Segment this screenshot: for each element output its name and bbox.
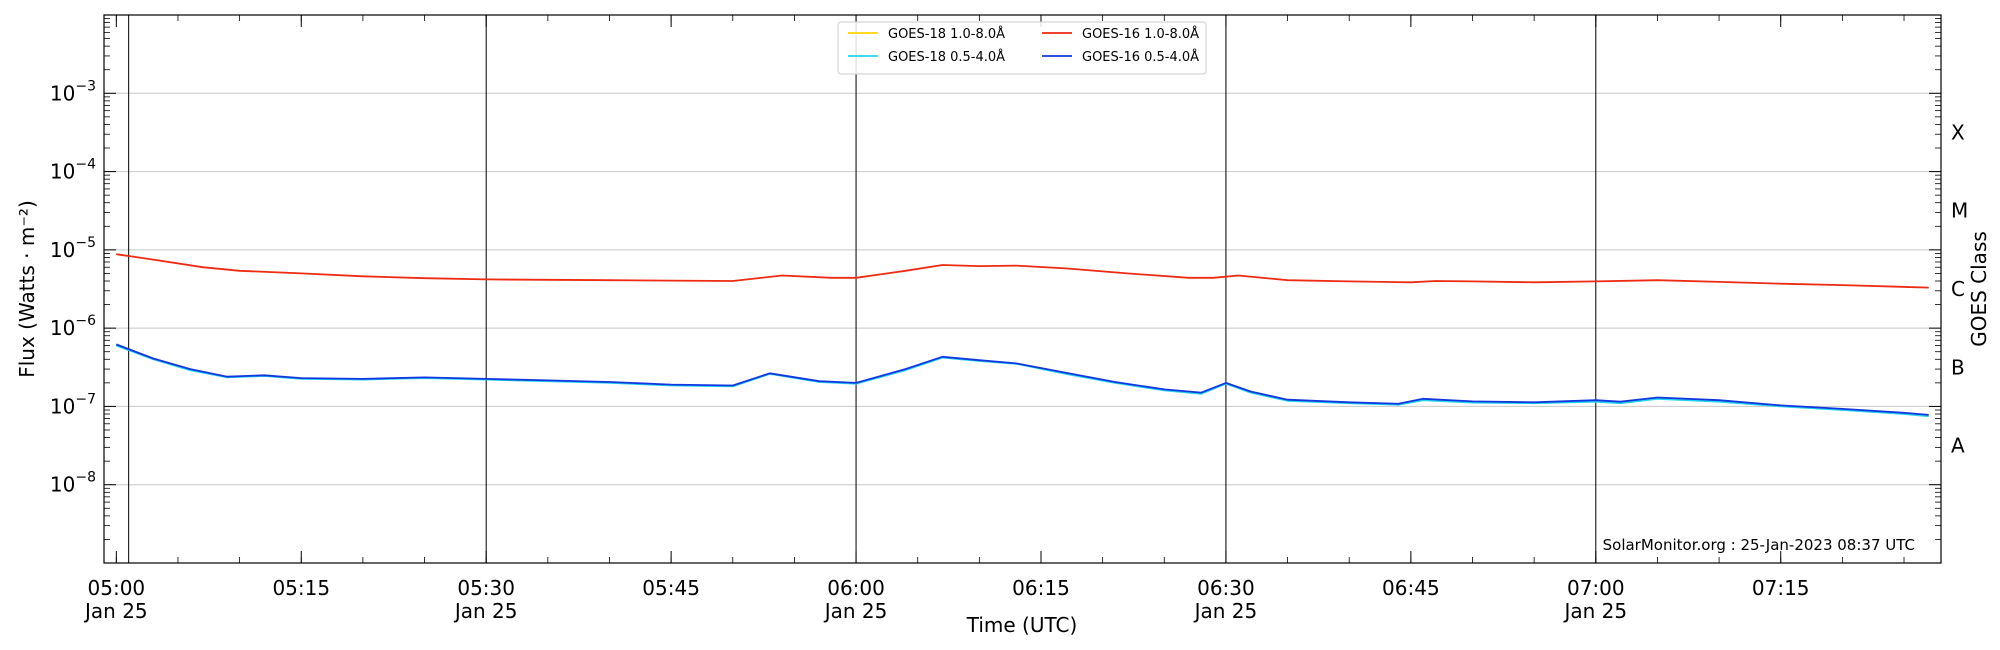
y-tick-label: 10−4 xyxy=(50,157,96,184)
goes-class-labels: A B C M X xyxy=(1951,120,1968,457)
x-tick-label: 05:45 xyxy=(642,576,700,600)
legend-label: GOES-18 1.0-8.0Å xyxy=(888,26,1005,42)
grid-layer xyxy=(104,92,1941,486)
legend-label: GOES-16 1.0-8.0Å xyxy=(1082,26,1199,42)
x-tick-label: 05:15 xyxy=(272,576,330,600)
x-tick-label: 07:00 xyxy=(1567,576,1625,600)
goes-class-label: M xyxy=(1951,199,1968,223)
x-tick-label: 06:30 xyxy=(1197,576,1255,600)
y-tick-label: 10−8 xyxy=(50,470,96,497)
x-tick-label: 06:45 xyxy=(1382,576,1440,600)
legend-label: GOES-18 0.5-4.0Å xyxy=(888,49,1005,65)
y-tick-label: 10−3 xyxy=(50,78,96,105)
x-axis-title: Time (UTC) xyxy=(966,613,1078,637)
series-line-goes-16-1-0-8-0 xyxy=(116,253,1929,289)
y-axis-ticks: 10−8 10−7 10−6 10−5 10−4 10−3 xyxy=(50,78,1941,497)
series-line-goes-18-0-5-4-0 xyxy=(115,344,1929,418)
x-tick-label: 05:30 xyxy=(457,576,515,600)
y-tick-label: 10−5 xyxy=(50,235,96,262)
x-tick-date-label: Jan 25 xyxy=(83,599,148,623)
plot-frame xyxy=(103,14,1942,564)
x-tick-date-label: Jan 25 xyxy=(823,599,888,623)
credit-text: SolarMonitor.org : 25-Jan-2023 08:37 UTC xyxy=(1603,536,1915,554)
goes-class-label: A xyxy=(1951,434,1965,458)
legend-label: GOES-16 0.5-4.0Å xyxy=(1082,49,1199,65)
goes-class-label: C xyxy=(1951,277,1965,301)
legend-box xyxy=(837,21,1207,75)
x-tick-label: 06:00 xyxy=(827,576,885,600)
y-tick-label: 10−6 xyxy=(50,313,96,340)
legend: GOES-18 1.0-8.0Å GOES-18 0.5-4.0Å GOES-16 … xyxy=(837,21,1207,75)
x-tick-label: 06:15 xyxy=(1012,576,1070,600)
minor-ticks xyxy=(104,15,1941,563)
series-line-goes-16-0-5-4-0 xyxy=(115,343,1929,416)
x-tick-date-label: Jan 25 xyxy=(1193,599,1258,623)
x-tick-date-label: Jan 25 xyxy=(1562,599,1627,623)
right-axis-title: GOES Class xyxy=(1967,231,1991,347)
vertical-day-lines xyxy=(128,15,1597,563)
goes-class-label: B xyxy=(1951,355,1965,379)
series-layer xyxy=(115,253,1929,418)
goes-class-label: X xyxy=(1951,120,1965,144)
x-tick-date-label: Jan 25 xyxy=(453,599,518,623)
x-tick-label: 07:15 xyxy=(1752,576,1810,600)
y-axis-title: Flux (Watts · m⁻²) xyxy=(15,200,39,378)
y-tick-label: 10−7 xyxy=(50,391,96,418)
x-tick-label: 05:00 xyxy=(88,576,146,600)
